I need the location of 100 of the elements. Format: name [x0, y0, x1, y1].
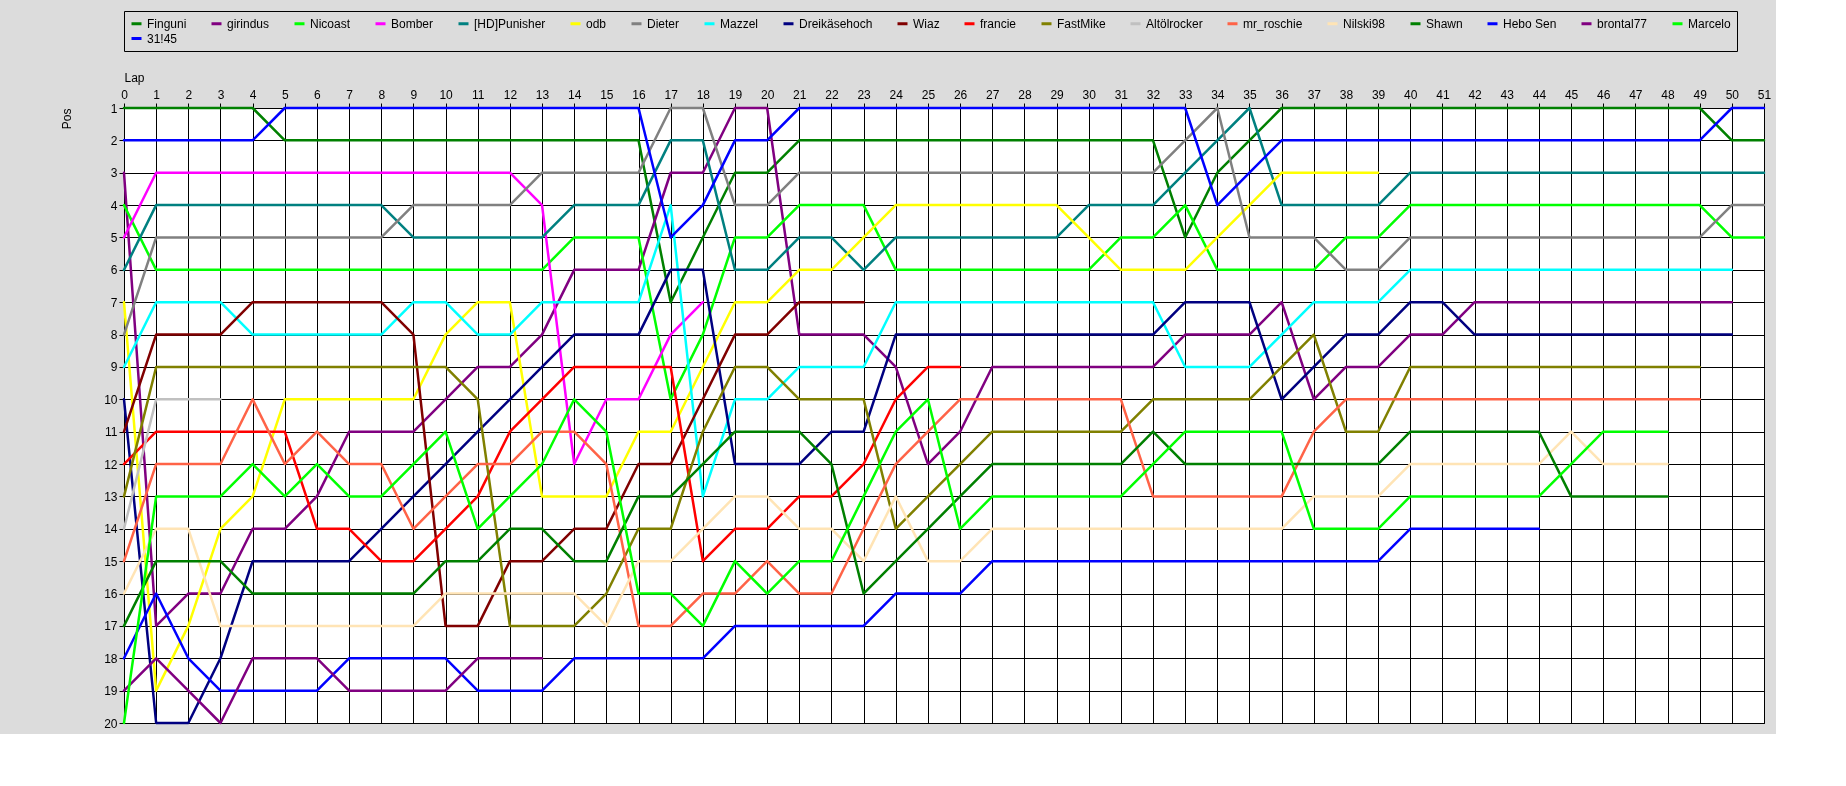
y-tick-label: 1	[110, 101, 118, 116]
legend-label: 31!45	[147, 31, 178, 46]
x-tick-label: 16	[632, 87, 646, 102]
x-tick-label: 35	[1243, 87, 1257, 102]
x-tick-label: 48	[1661, 87, 1676, 102]
line-series	[122, 106, 1766, 272]
x-tick-label: 10	[439, 87, 454, 102]
x-tick-label: 7	[346, 87, 354, 102]
line-series	[122, 398, 1701, 628]
line-series	[122, 398, 1669, 725]
x-tick-label: 5	[281, 87, 289, 102]
y-tick-label: 12	[104, 457, 118, 472]
x-tick-label: 23	[857, 87, 872, 102]
y-tick-label: 5	[110, 230, 118, 245]
y-tick-label: 10	[104, 392, 118, 407]
x-tick-label: 47	[1629, 87, 1643, 102]
y-tick-label: 11	[105, 425, 118, 440]
line-series	[122, 365, 962, 563]
y-tick-label: 14	[104, 522, 118, 537]
x-tick-label: 44	[1532, 87, 1547, 102]
legend-label: FastMike	[1057, 16, 1106, 31]
legend-label: mr_roschie	[1243, 16, 1303, 31]
x-tick-label: 38	[1339, 87, 1354, 102]
x-tick-label: 39	[1371, 87, 1386, 102]
x-tick-label: 2	[185, 87, 193, 102]
x-tick-label: 19	[728, 87, 743, 102]
legend-label: brontal77	[1597, 16, 1648, 31]
y-tick-label: 13	[104, 489, 118, 504]
x-tick-label: 49	[1693, 87, 1708, 102]
x-tick-label: 46	[1597, 87, 1611, 102]
x-tick-label: 25	[921, 87, 936, 102]
y-tick-label: 8	[110, 328, 118, 343]
line-series	[122, 268, 1734, 725]
y-tick-label: 9	[110, 360, 118, 375]
line-series	[122, 171, 1380, 692]
y-tick-label: 19	[104, 684, 118, 699]
x-tick-label: 51	[1757, 87, 1772, 102]
legend-label: Nicoast	[310, 16, 351, 31]
x-tick-label: 20	[760, 87, 775, 102]
line-series	[122, 171, 705, 466]
legend-label: Hebo Sen	[1503, 16, 1557, 31]
legend-label: Dieter	[647, 16, 680, 31]
legend-label: francie	[980, 16, 1017, 31]
x-tick-label: 43	[1500, 87, 1515, 102]
y-tick-label: 7	[110, 295, 118, 310]
x-tick-label: 8	[378, 87, 386, 102]
x-tick-label: 11	[471, 87, 485, 102]
x-tick-label: 14	[568, 87, 582, 102]
x-tick-label: 15	[600, 87, 614, 102]
line-series	[122, 527, 1541, 692]
x-tick-label: 22	[825, 87, 839, 102]
x-tick-label: 21	[793, 87, 807, 102]
x-tick-label: 18	[696, 87, 711, 102]
line-series	[122, 106, 1734, 628]
x-tick-label: 29	[1050, 87, 1065, 102]
x-tick-label: 3	[217, 87, 225, 102]
legend-label: Bomber	[391, 16, 434, 31]
x-axis-title: Lap	[124, 70, 145, 85]
x-tick-label: 0	[121, 87, 129, 102]
y-tick-label: 17	[104, 619, 118, 634]
x-tick-label: 50	[1725, 87, 1740, 102]
line-series	[122, 300, 865, 628]
legend-label: Mazzel	[720, 16, 759, 31]
x-tick-label: 28	[1018, 87, 1032, 102]
legend-label: Shawn	[1426, 16, 1463, 31]
x-tick-label: 13	[535, 87, 550, 102]
legend-label: Marcelo	[1688, 16, 1732, 31]
x-tick-label: 6	[314, 87, 322, 102]
y-tick-label: 2	[110, 133, 118, 148]
x-tick-label: 31	[1114, 87, 1129, 102]
y-tick-label: 18	[104, 651, 118, 666]
legend-label: Finguni	[147, 16, 187, 31]
x-tick-label: 24	[889, 87, 904, 102]
x-tick-label: 17	[664, 87, 679, 102]
legend-label: Altölrocker	[1146, 16, 1203, 31]
x-tick-label: 33	[1179, 87, 1193, 102]
x-tick-label: 36	[1275, 87, 1290, 102]
x-tick-label: 42	[1468, 87, 1483, 102]
line-series	[122, 333, 1701, 628]
y-tick-label: 15	[104, 554, 118, 569]
x-tick-label: 1	[153, 87, 161, 102]
legend-label: Dreikäsehoch	[799, 16, 873, 31]
x-tick-label: 32	[1146, 87, 1161, 102]
line-series	[122, 430, 1669, 628]
x-tick-label: 34	[1211, 87, 1225, 102]
y-tick-label: 4	[110, 198, 118, 213]
x-tick-label: 30	[1082, 87, 1097, 102]
y-tick-label: 20	[104, 716, 118, 731]
y-tick-label: 3	[110, 166, 118, 181]
x-tick-label: 26	[953, 87, 968, 102]
legend-label: girindus	[227, 16, 270, 31]
y-tick-label: 16	[104, 587, 118, 602]
legend-label: Wiaz	[913, 16, 940, 31]
x-tick-label: 45	[1564, 87, 1579, 102]
x-tick-label: 4	[249, 87, 257, 102]
legend-label: Nilski98	[1343, 16, 1386, 31]
legend-label: odb	[586, 16, 607, 31]
line-series	[122, 203, 1766, 401]
y-tick-label: 6	[110, 263, 118, 278]
x-tick-label: 12	[503, 87, 518, 102]
